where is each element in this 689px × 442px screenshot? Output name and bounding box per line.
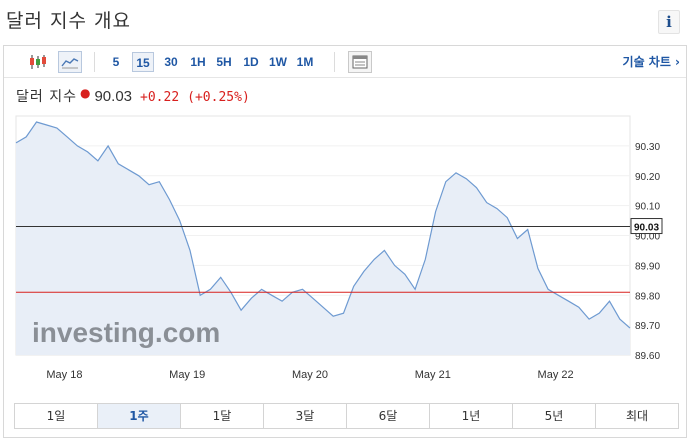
investing-watermark: investing.com <box>32 317 220 348</box>
x-tick-label: May 22 <box>538 369 574 381</box>
range-1w[interactable]: 1주 <box>98 404 181 428</box>
interval-5h[interactable]: 5H <box>216 55 232 69</box>
interval-1h[interactable]: 1H <box>190 55 206 69</box>
range-1d[interactable]: 1일 <box>15 404 98 428</box>
x-tick-label: May 20 <box>292 369 328 381</box>
range-1m[interactable]: 1달 <box>181 404 264 428</box>
price-change: +0.22 <box>140 90 180 105</box>
range-6m[interactable]: 6달 <box>347 404 430 428</box>
y-tick-label: 90.00 <box>635 232 660 243</box>
advanced-chart-link[interactable]: 기술 차트 › <box>622 55 680 69</box>
table-view-icon[interactable] <box>348 51 372 73</box>
range-selector: 1일 1주 1달 3달 6달 1년 5년 최대 <box>14 403 679 429</box>
area-chart-icon[interactable] <box>58 51 82 73</box>
interval-1d[interactable]: 1D <box>243 55 259 69</box>
interval-15[interactable]: 15 <box>132 52 154 72</box>
interval-30[interactable]: 30 <box>164 55 178 69</box>
page-title: 달러 지수 개요 <box>6 10 131 32</box>
y-tick-label: 89.60 <box>635 351 660 362</box>
x-tick-label: May 18 <box>46 369 82 381</box>
range-max[interactable]: 최대 <box>625 409 649 423</box>
toolbar-divider <box>334 52 335 72</box>
series-area-fill <box>16 122 630 355</box>
quote-line: 달러 지수 ● 90.03 +0.22 (+0.25%) <box>16 86 250 106</box>
y-tick-label: 89.90 <box>635 261 660 272</box>
last-price-label: 90.03 <box>634 223 659 234</box>
candlestick-chart-icon[interactable] <box>26 51 50 73</box>
x-tick-label: May 21 <box>415 369 451 381</box>
y-tick-label: 90.30 <box>635 142 660 153</box>
y-tick-label: 89.70 <box>635 321 660 332</box>
chart-toolbar: 5 15 30 1H 5H 1D 1W 1M 기술 차트 › <box>4 46 686 78</box>
range-1y[interactable]: 1년 <box>430 404 513 428</box>
info-icon[interactable]: i <box>658 10 680 34</box>
range-3m[interactable]: 3달 <box>264 404 347 428</box>
last-price-marker <box>630 218 663 235</box>
price-change-percent: (+0.25%) <box>187 90 250 105</box>
x-tick-label: May 19 <box>169 369 205 381</box>
last-price: 90.03 <box>94 88 133 105</box>
instrument-name: 달러 지수 <box>16 89 77 105</box>
price-chart[interactable]: 90.30 90.20 90.10 90.00 89.90 89.80 89.70 89.60… <box>4 46 688 406</box>
interval-1m[interactable]: 1M <box>296 55 314 69</box>
toolbar-divider <box>94 52 95 72</box>
y-tick-label: 89.80 <box>635 291 660 302</box>
interval-5[interactable]: 5 <box>112 55 120 69</box>
interval-1w[interactable]: 1W <box>269 55 287 69</box>
chart-panel: 5 15 30 1H 5H 1D 1W 1M 기술 차트 › 달러 지수 ● 9… <box>3 45 687 438</box>
range-5y[interactable]: 5년 <box>513 404 596 428</box>
series-line <box>15 121 631 329</box>
y-tick-label: 90.20 <box>635 172 660 183</box>
y-tick-label: 90.10 <box>635 202 660 213</box>
realtime-marker-icon: ● <box>79 86 91 100</box>
